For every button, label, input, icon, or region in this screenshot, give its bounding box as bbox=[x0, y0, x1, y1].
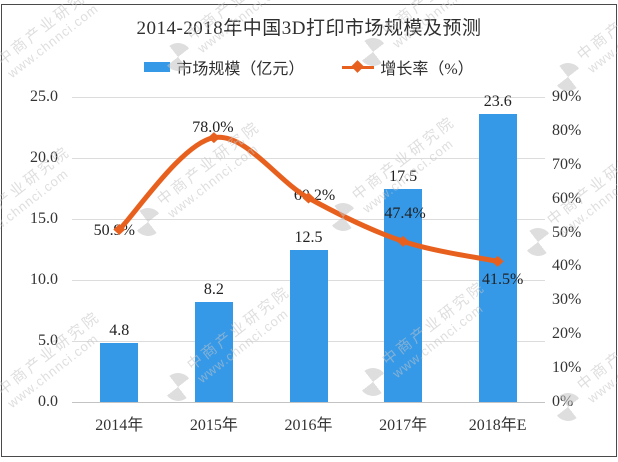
right-axis-tick-label: 20% bbox=[552, 325, 582, 343]
right-axis-tick-label: 80% bbox=[552, 121, 582, 139]
right-axis-tick-label: 40% bbox=[552, 257, 582, 275]
market-size-bar bbox=[100, 343, 139, 402]
x-axis-category-label: 2015年 bbox=[189, 417, 238, 434]
bar-value-label: 8.2 bbox=[203, 281, 224, 298]
legend-item-market-size: 市场规模（亿元） bbox=[144, 55, 304, 79]
right-axis-tick-label: 50% bbox=[552, 223, 582, 241]
left-axis-tick-label: 15.0 bbox=[30, 210, 58, 227]
left-axis-tick-label: 0.0 bbox=[38, 393, 58, 410]
x-axis-category-label: 2018年E bbox=[468, 417, 527, 434]
line-value-label: 47.4% bbox=[384, 205, 426, 223]
bar-value-label: 17.5 bbox=[389, 167, 418, 185]
line-value-label: 50.9% bbox=[93, 221, 135, 239]
market-size-bar bbox=[478, 114, 517, 402]
market-size-bar bbox=[194, 302, 233, 402]
line-value-label: 60.2% bbox=[293, 187, 336, 204]
legend-bar-label: 市场规模（亿元） bbox=[176, 61, 305, 78]
bar-value-label: 4.8 bbox=[109, 322, 130, 340]
right-axis-tick-label: 30% bbox=[552, 291, 582, 309]
x-axis-line bbox=[72, 402, 545, 403]
legend-item-growth-rate: 增长率（%） bbox=[342, 55, 474, 79]
left-axis-tick-label: 25.0 bbox=[30, 88, 58, 105]
left-axis-tick-label: 5.0 bbox=[38, 332, 58, 349]
line-series-marker-icon bbox=[342, 61, 375, 73]
market-size-bar bbox=[289, 249, 328, 402]
right-axis-tick-label: 90% bbox=[552, 88, 582, 105]
x-axis-category-label: 2017年 bbox=[379, 417, 428, 434]
chart-title: 2014-2018年中国3D打印市场规模及预测 bbox=[136, 18, 482, 39]
legend-line-label: 增长率（%） bbox=[380, 61, 474, 78]
x-axis-category-label: 2014年 bbox=[95, 417, 144, 434]
line-value-label: 78.0% bbox=[192, 118, 234, 136]
gridline bbox=[72, 219, 545, 220]
left-axis-tick-label: 10.0 bbox=[30, 271, 58, 288]
bar-value-label: 23.6 bbox=[483, 93, 512, 111]
bar-value-label: 12.5 bbox=[294, 228, 323, 246]
x-axis-category-label: 2016年 bbox=[284, 417, 333, 434]
gridline bbox=[72, 158, 545, 159]
right-axis-tick-label: 60% bbox=[552, 189, 582, 207]
right-axis-tick-label: 70% bbox=[552, 155, 582, 173]
legend: 市场规模（亿元） 增长率（%） bbox=[0, 55, 618, 79]
line-value-label: 41.5% bbox=[482, 271, 524, 289]
chart-border bbox=[1, 4, 617, 457]
right-axis-tick-label: 10% bbox=[552, 359, 582, 377]
bar-series-swatch-icon bbox=[144, 62, 171, 72]
gridline bbox=[72, 97, 545, 98]
right-axis-tick-label: 0% bbox=[552, 393, 574, 410]
left-axis-tick-label: 20.0 bbox=[30, 149, 58, 166]
